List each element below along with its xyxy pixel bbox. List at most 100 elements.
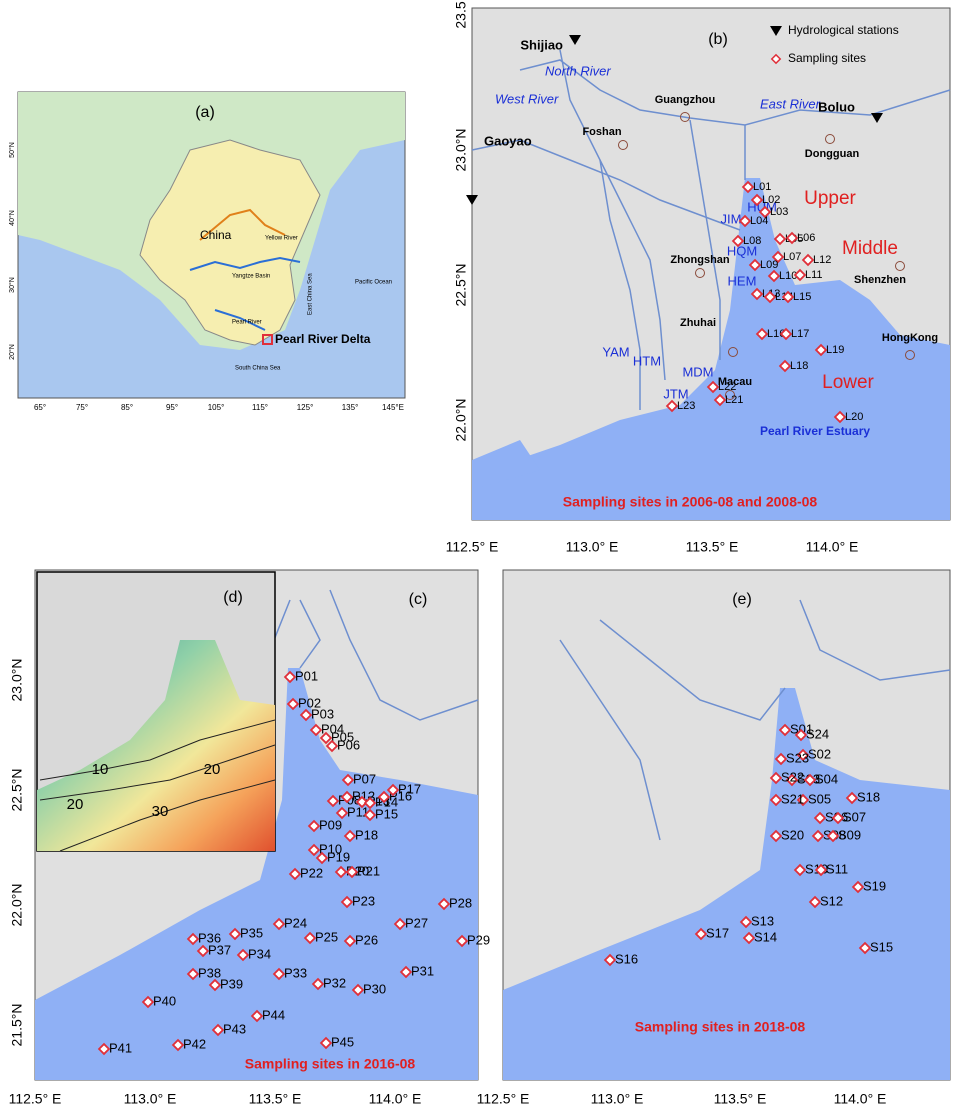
site-label: S21	[781, 791, 804, 806]
site-marker	[286, 697, 300, 711]
site-label: L04	[750, 215, 768, 227]
label: HongKong	[882, 332, 938, 344]
label: 125°	[297, 403, 314, 412]
site-label: P15	[375, 806, 398, 821]
label: North River	[545, 63, 611, 78]
site-label: P07	[353, 771, 376, 786]
study-area-box	[262, 334, 273, 345]
label: 113.5° E	[714, 1091, 767, 1107]
site-marker	[778, 359, 792, 373]
site-marker	[228, 927, 242, 941]
label: Lower	[822, 372, 874, 393]
label: 113.5° E	[686, 539, 739, 555]
city-marker	[825, 134, 835, 144]
site-marker	[272, 917, 286, 931]
site-label: S04	[815, 771, 838, 786]
site-label: L15	[793, 291, 811, 303]
label: 112.5° E	[446, 539, 499, 555]
site-marker	[742, 931, 756, 945]
station-marker	[569, 35, 581, 45]
site-label: P09	[319, 817, 342, 832]
site-label: P02	[298, 695, 321, 710]
site-marker	[386, 783, 400, 797]
site-marker	[335, 806, 349, 820]
site-marker	[731, 234, 745, 248]
site-marker	[741, 180, 755, 194]
site-label: S19	[863, 878, 886, 893]
site-label: L19	[826, 344, 844, 356]
site-marker	[831, 811, 845, 825]
site-label: L10	[779, 270, 797, 282]
label: (e)	[732, 591, 752, 608]
site-marker	[793, 268, 807, 282]
label: HQM	[727, 243, 757, 258]
site-marker	[750, 193, 764, 207]
site-marker	[796, 748, 810, 762]
site-label: S09	[838, 827, 861, 842]
label: Upper	[804, 188, 856, 209]
legend-site	[770, 53, 782, 65]
label: 21.5°N	[9, 1004, 25, 1047]
label: Sampling sites in 2018-08	[635, 1019, 806, 1035]
station-marker	[871, 113, 883, 123]
label: JIM	[721, 211, 742, 226]
city-marker	[905, 350, 915, 360]
site-label: P39	[220, 976, 243, 991]
label: Pearl River	[232, 320, 262, 326]
site-label: L12	[813, 254, 831, 266]
site-label: P41	[109, 1040, 132, 1055]
label: 95°	[166, 403, 178, 412]
site-label: P28	[449, 895, 472, 910]
site-label: L23	[677, 400, 695, 412]
site-marker	[603, 953, 617, 967]
label: 135°	[342, 403, 359, 412]
site-label: L03	[770, 206, 788, 218]
site-marker	[713, 393, 727, 407]
label: Pacific Ocean	[355, 280, 392, 286]
site-marker	[343, 829, 357, 843]
label: (a)	[195, 104, 215, 121]
site-marker	[326, 794, 340, 808]
label: 20	[204, 761, 221, 778]
label: Zhongshan	[670, 254, 730, 266]
site-marker	[813, 811, 827, 825]
site-marker	[814, 863, 828, 877]
site-marker	[186, 932, 200, 946]
site-marker	[833, 410, 847, 424]
label: JTM	[663, 386, 688, 401]
label: 105°	[208, 403, 225, 412]
site-marker	[272, 967, 286, 981]
site-label: P21	[357, 863, 380, 878]
site-label: P25	[315, 929, 338, 944]
label: 112.5° E	[477, 1091, 530, 1107]
label: 50°N	[8, 142, 16, 158]
site-marker	[343, 934, 357, 948]
label: West River	[495, 91, 559, 106]
site-label: P11	[347, 804, 369, 819]
site-label: L22	[718, 381, 736, 393]
contour	[39, 744, 276, 801]
label: 114.0° E	[369, 1091, 422, 1107]
site-marker	[171, 1038, 185, 1052]
site-marker	[794, 728, 808, 742]
label: 113.0° E	[124, 1091, 177, 1107]
site-marker	[767, 269, 781, 283]
site-marker	[97, 1042, 111, 1056]
city-marker	[695, 268, 705, 278]
river	[599, 619, 786, 721]
site-marker	[250, 1009, 264, 1023]
river	[559, 639, 661, 841]
label: 113.0° E	[566, 539, 619, 555]
label: 20°N	[8, 344, 16, 360]
site-label: S18	[857, 789, 880, 804]
label: 65°	[34, 403, 46, 412]
water	[503, 688, 950, 1080]
site-label: P36	[198, 930, 221, 945]
label: 113.5° E	[249, 1091, 302, 1107]
river	[299, 599, 321, 669]
site-label: S05	[808, 791, 831, 806]
site-marker	[363, 808, 377, 822]
label: 113.0° E	[591, 1091, 644, 1107]
site-label: P24	[284, 915, 307, 930]
site-marker	[399, 965, 413, 979]
